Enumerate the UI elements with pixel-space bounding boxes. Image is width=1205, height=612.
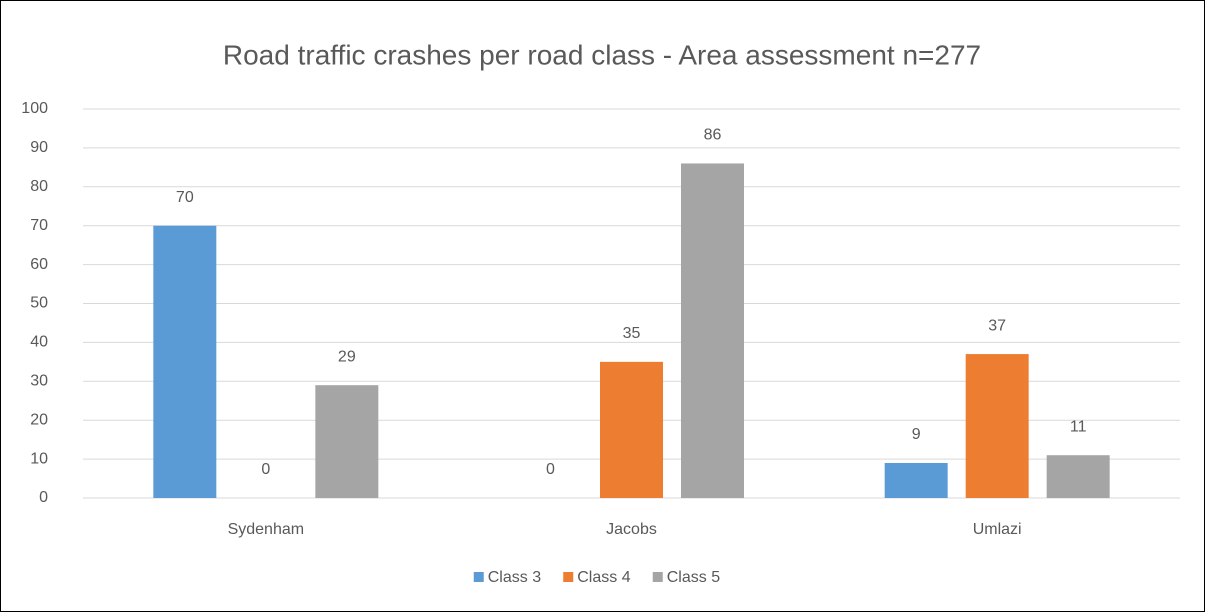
data-label: 37 (988, 317, 1006, 334)
y-tick-label: 50 (30, 295, 48, 312)
chart-title: Road traffic crashes per road class - Ar… (223, 39, 981, 70)
y-tick-label: 0 (39, 489, 48, 506)
bar (315, 385, 379, 498)
bar (965, 354, 1029, 498)
y-tick-label: 40 (30, 334, 48, 351)
legend-label: Class 3 (488, 569, 541, 586)
y-tick-label: 80 (30, 178, 48, 195)
x-tick-label: Umlazi (973, 521, 1022, 538)
bar (600, 361, 663, 498)
bar (153, 225, 217, 498)
data-label: 86 (704, 127, 722, 144)
data-label: 70 (176, 189, 194, 206)
legend-label: Class 5 (667, 569, 720, 586)
y-tick-label: 30 (30, 373, 48, 390)
data-label: 35 (623, 325, 641, 342)
y-tick-label: 60 (30, 256, 48, 273)
x-tick-label: Jacobs (606, 521, 657, 538)
legend-swatch (473, 572, 484, 582)
legend-label: Class 4 (577, 569, 630, 586)
data-label: 29 (338, 348, 356, 365)
legend-swatch (563, 572, 574, 582)
y-tick-label: 70 (30, 217, 48, 234)
bar (681, 163, 744, 498)
bar (1046, 455, 1110, 498)
data-label: 0 (546, 461, 555, 478)
data-label: 0 (261, 461, 270, 478)
legend-swatch (652, 572, 663, 582)
y-tick-label: 100 (21, 100, 48, 117)
bar (884, 462, 948, 498)
y-tick-label: 20 (30, 411, 48, 428)
data-label: 11 (1070, 418, 1087, 435)
x-tick-label: Sydenham (228, 521, 305, 538)
y-tick-label: 90 (30, 139, 48, 156)
data-label: 9 (912, 426, 921, 443)
y-tick-label: 10 (30, 450, 48, 467)
